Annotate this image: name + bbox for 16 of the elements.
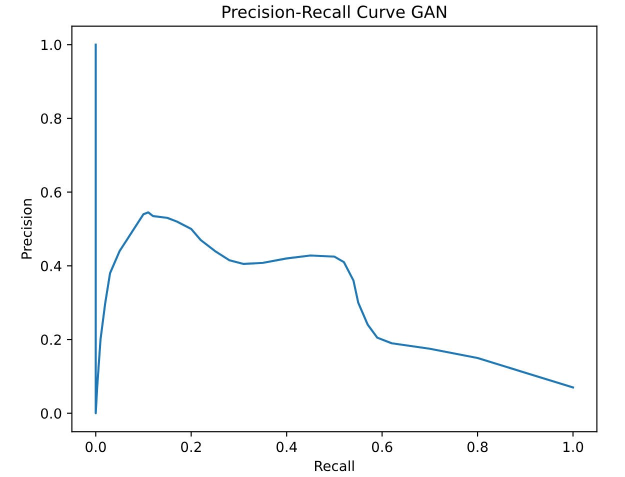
y-tick-label: 0.2 <box>40 334 61 346</box>
y-tick-label: 0.8 <box>40 113 62 124</box>
y-tick-label: 1.0 <box>42 40 62 50</box>
y-tick-label: 0.0 <box>40 408 62 419</box>
x-tick-label: 0.6 <box>372 442 392 452</box>
chart-title: Precision-Recall Curve GAN <box>222 5 446 18</box>
x-tick-label: 0.8 <box>467 442 488 452</box>
y-tick-label: 0.4 <box>40 260 62 272</box>
x-tick-label: 0.0 <box>86 442 106 452</box>
x-tick-label: 0.4 <box>276 442 297 452</box>
x-tick-label: 1.0 <box>563 442 584 452</box>
line-series <box>94 44 574 414</box>
x-tick-label: 0.2 <box>181 442 201 452</box>
y-axis-title: Precision <box>21 199 32 259</box>
y-tick-label: 0.6 <box>40 187 62 198</box>
x-axis-title: Recall <box>315 460 354 472</box>
